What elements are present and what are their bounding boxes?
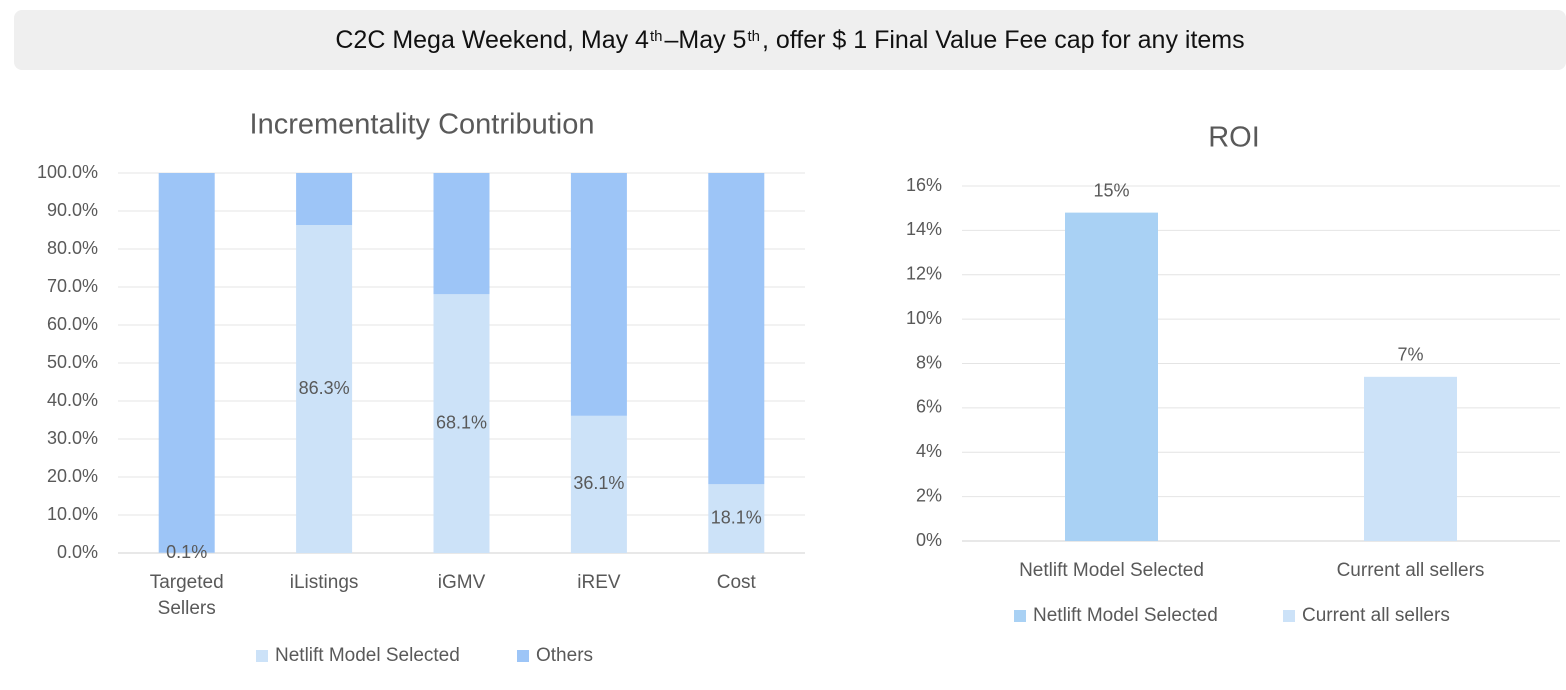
bar-segment-netlift (433, 294, 490, 553)
incrementality-chart: Incrementality Contribution 0.0% 10.0% 20.0… (37, 109, 805, 666)
data-label: 18.1% (711, 507, 762, 527)
y-tick-label: 14% (906, 219, 942, 239)
bar-segment-netlift (570, 415, 627, 553)
data-label: 15% (1093, 180, 1129, 200)
data-label: 0.1% (166, 542, 207, 562)
y-tick-label: 40.0% (47, 390, 98, 410)
bar-segment-others (158, 173, 215, 553)
x-category-label: iREV (577, 572, 621, 593)
bar-segment-netlift (708, 484, 765, 553)
legend-label-current: Current all sellers (1302, 605, 1450, 626)
y-tick-label: 12% (906, 264, 942, 284)
legend-swatch-current (1283, 610, 1295, 622)
legend-swatch-netlift (1014, 610, 1026, 622)
legend-label-others: Others (536, 645, 593, 666)
y-tick-label: 0% (916, 530, 942, 550)
x-category-label: Netlift Model Selected (1019, 560, 1204, 581)
chart-title: Incrementality Contribution (250, 109, 595, 141)
y-tick-label: 10% (906, 308, 942, 328)
x-category-label: Sellers (158, 598, 216, 619)
bar-segment-netlift (296, 225, 353, 553)
y-tick-label: 4% (916, 441, 942, 461)
y-tick-label: 70.0% (47, 276, 98, 296)
banner-prefix: C2C Mega Weekend, May 4 (335, 25, 649, 54)
x-category-label: iListings (290, 572, 359, 593)
banner-suffix: , offer $ 1 Final Value Fee cap for any … (761, 25, 1245, 54)
y-tick-label: 8% (916, 352, 942, 372)
banner-middle: –May 5 (664, 25, 747, 54)
legend-swatch-others (517, 650, 529, 662)
chart-title: ROI (1208, 122, 1260, 154)
x-category-label: Cost (717, 572, 757, 593)
legend-label-netlift: Netlift Model Selected (1033, 605, 1218, 626)
legend-swatch-netlift (256, 650, 268, 662)
data-label: 36.1% (573, 473, 624, 493)
y-tick-label: 2% (916, 485, 942, 505)
legend-label-netlift: Netlift Model Selected (275, 645, 460, 666)
bar-netlift (1065, 212, 1158, 541)
y-tick-label: 10.0% (47, 504, 98, 524)
y-tick-label: 0.0% (57, 542, 98, 562)
y-tick-label: 60.0% (47, 314, 98, 334)
y-tick-label: 6% (916, 397, 942, 417)
y-tick-label: 90.0% (47, 200, 98, 220)
bar-current (1364, 376, 1457, 541)
data-label: 68.1% (436, 412, 487, 432)
x-category-label: iGMV (438, 572, 486, 593)
data-label: 7% (1397, 345, 1423, 365)
data-label: 86.3% (299, 378, 350, 398)
x-category-label: Current all sellers (1337, 560, 1485, 581)
y-tick-label: 20.0% (47, 466, 98, 486)
bar-segment-others (433, 173, 490, 295)
y-tick-label: 80.0% (47, 238, 98, 258)
bar-segment-others (708, 173, 765, 485)
bar-segment-others (570, 173, 627, 416)
y-tick-label: 50.0% (47, 352, 98, 372)
y-tick-label: 100.0% (37, 162, 98, 182)
y-tick-label: 30.0% (47, 428, 98, 448)
bar-segment-others (296, 173, 353, 226)
x-category-label: Targeted (150, 572, 224, 593)
y-tick-label: 16% (906, 175, 942, 195)
